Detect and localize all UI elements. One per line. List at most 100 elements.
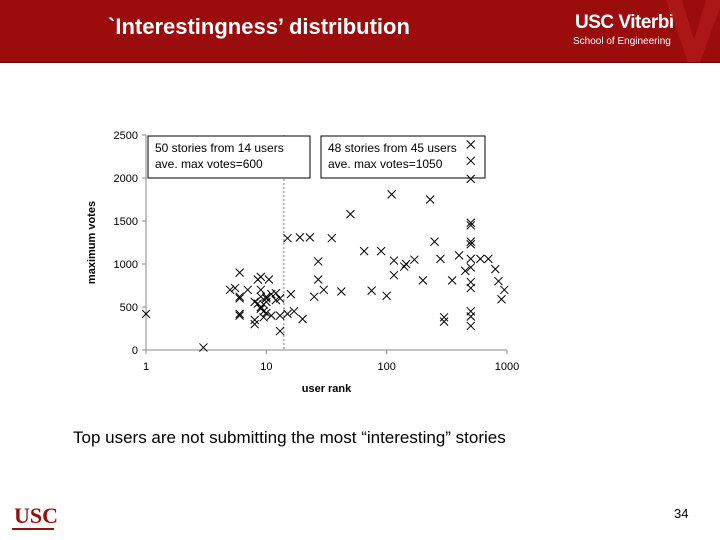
data-point [243, 285, 253, 295]
data-point [259, 312, 269, 322]
data-point [466, 220, 476, 230]
data-point [484, 254, 493, 264]
data-point [466, 312, 476, 321]
annotation-box [320, 135, 486, 179]
annotation-text: 48 stories from 45 users [328, 141, 457, 155]
data-point [466, 321, 476, 331]
data-point [283, 233, 292, 243]
data-point [305, 232, 315, 242]
data-point [418, 275, 428, 285]
data-point [261, 308, 271, 318]
scatter-chart: 0 500 1000 1500 2000 2500 1 10 100 1000 user rank m… [86, 130, 519, 395]
data-point [230, 283, 240, 293]
data-point [250, 319, 260, 329]
data-point [430, 237, 439, 246]
data-point [436, 254, 445, 264]
x-tick-label: 10 [260, 361, 272, 373]
data-point [199, 343, 208, 352]
data-point [313, 275, 323, 284]
data-point [286, 289, 296, 299]
data-point [309, 292, 319, 302]
data-point [250, 315, 260, 325]
data-point [439, 317, 449, 326]
data-point [264, 275, 274, 284]
data-point [447, 275, 457, 285]
data-point [466, 283, 476, 293]
data-point [466, 218, 476, 228]
annotation-text: 50 stories from 14 users [155, 141, 284, 155]
slide-caption: Top users are not submitting the most “i… [73, 428, 506, 447]
data-point [336, 287, 346, 296]
data-point [141, 309, 151, 319]
page-number: 34 [674, 506, 689, 521]
data-point [235, 292, 244, 302]
data-point [466, 156, 476, 166]
data-point [399, 262, 409, 271]
data-point [466, 140, 476, 149]
data-point [387, 189, 397, 199]
data-point [460, 266, 470, 276]
data-point [494, 276, 503, 286]
data-point [410, 255, 419, 265]
y-axis-label: maximum votes [86, 201, 98, 284]
data-point [466, 254, 476, 264]
data-point [256, 285, 266, 295]
data-point [235, 268, 244, 277]
data-point [266, 311, 276, 320]
y-tick-label: 500 [120, 302, 138, 314]
data-point [235, 311, 244, 320]
data-point [389, 270, 399, 280]
y-tick-label: 0 [132, 345, 138, 357]
data-point [319, 285, 329, 295]
data-point [235, 294, 244, 303]
title-bar: `Interestingness’ distribution USC Viter… [0, 0, 720, 63]
data-point [346, 209, 355, 219]
data-point [275, 294, 285, 303]
data-point [389, 256, 399, 265]
data-point [439, 312, 449, 322]
usc-logo: USC [14, 503, 59, 528]
data-point [225, 285, 235, 295]
data-point [475, 254, 485, 264]
annotation-text: ave. max votes=1050 [328, 157, 443, 171]
x-tick-label: 100 [377, 361, 395, 373]
y-tick-label: 2500 [114, 130, 138, 142]
data-point [359, 246, 369, 256]
data-point [499, 285, 509, 295]
data-point [235, 309, 244, 319]
x-tick-label: 1 [143, 361, 149, 373]
data-point [327, 233, 337, 243]
x-tick-label: 1000 [495, 361, 519, 373]
y-tick-label: 1000 [114, 259, 138, 271]
data-point [466, 263, 476, 272]
annotation-box [147, 135, 311, 179]
data-point [261, 292, 271, 302]
data-point [466, 174, 476, 184]
data-point [275, 311, 285, 320]
data-point [367, 286, 376, 296]
data-point [275, 326, 285, 336]
data-point [382, 291, 392, 301]
viterbi-v-logo-icon [666, 0, 720, 62]
usc-viterbi-logo: USC Viterbi [575, 12, 674, 33]
data-point [313, 257, 323, 266]
school-of-engineering-label: School of Engineering [573, 36, 671, 47]
data-point [401, 259, 411, 269]
y-tick-label: 1500 [114, 216, 138, 228]
y-tick-label: 2000 [114, 173, 138, 185]
x-axis-label: user rank [302, 383, 352, 395]
data-point [289, 306, 299, 316]
data-point [497, 294, 506, 304]
usc-logo-underline [12, 528, 54, 530]
data-point [250, 297, 260, 307]
data-point [490, 264, 500, 274]
data-point [466, 239, 476, 249]
data-point [466, 237, 476, 246]
data-point [295, 232, 305, 242]
slide-title: `Interestingness’ distribution [108, 14, 410, 39]
annotation-text: ave. max votes=600 [155, 157, 263, 171]
data-point [256, 272, 266, 282]
data-point [271, 288, 281, 298]
data-point [376, 246, 386, 256]
data-point [425, 195, 435, 204]
